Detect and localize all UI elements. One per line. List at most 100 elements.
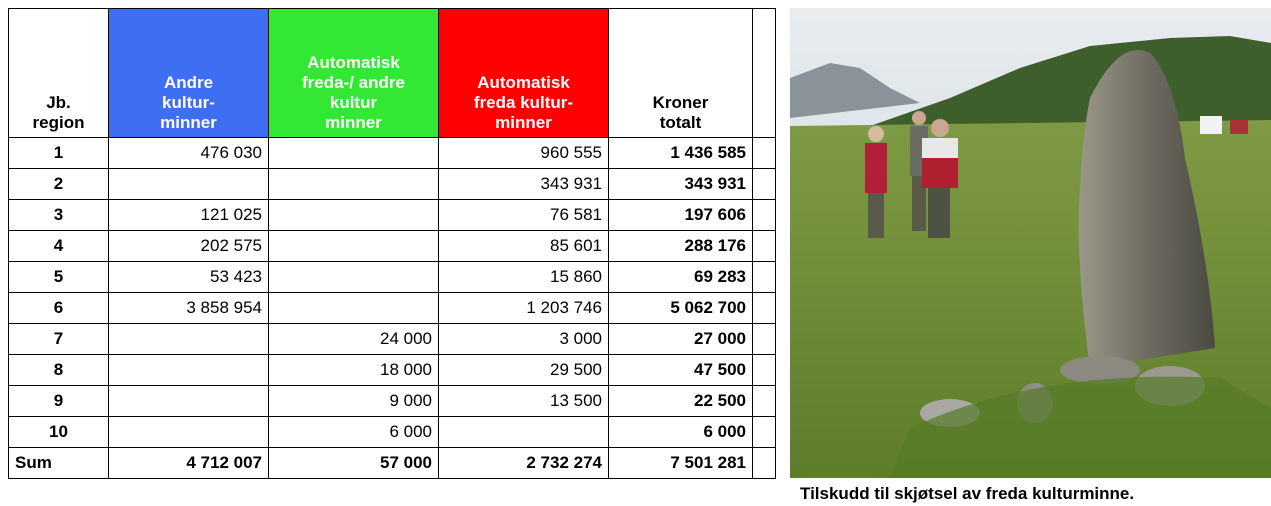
table-cell: 53 423	[109, 262, 269, 293]
table-cell: 24 000	[269, 324, 439, 355]
table-cell: 202 575	[109, 231, 269, 262]
header-line: Andre	[115, 73, 262, 93]
header-line: Automatisk	[445, 73, 602, 93]
table-cell: 7 501 281	[609, 448, 753, 479]
table-cell: 13 500	[439, 386, 609, 417]
table-cell: 76 581	[439, 200, 609, 231]
table-cell	[269, 262, 439, 293]
spacer-cell	[753, 138, 776, 169]
table-cell: 6 000	[609, 417, 753, 448]
spacer-cell	[753, 9, 776, 138]
spacer-cell	[753, 262, 776, 293]
table-cell	[269, 138, 439, 169]
header-line: minner	[115, 113, 262, 133]
header-line: totalt	[615, 113, 746, 133]
spacer-cell	[753, 417, 776, 448]
table-cell: 4 712 007	[109, 448, 269, 479]
spacer-cell	[753, 169, 776, 200]
header-line: minner	[275, 113, 432, 133]
table-cell: 5	[9, 262, 109, 293]
header-line: kultur	[275, 93, 432, 113]
table-cell	[269, 293, 439, 324]
photo	[790, 8, 1271, 478]
header-cell: Jb.region	[9, 9, 109, 138]
table-cell: 6	[9, 293, 109, 324]
page: Jb.regionAndrekultur-minnerAutomatiskfre…	[0, 0, 1271, 506]
table-cell: 3 000	[439, 324, 609, 355]
table-cell: 1	[9, 138, 109, 169]
header-line: Kroner	[615, 93, 746, 113]
table-cell	[269, 169, 439, 200]
spacer-cell	[753, 293, 776, 324]
table-cell: 3 858 954	[109, 293, 269, 324]
spacer-cell	[753, 324, 776, 355]
header-line: region	[15, 113, 102, 133]
table-cell: 9 000	[269, 386, 439, 417]
table-cell	[109, 417, 269, 448]
photo-caption: Tilskudd til skjøtsel av freda kulturmin…	[800, 484, 1134, 504]
table-cell: 18 000	[269, 355, 439, 386]
table-cell: 15 860	[439, 262, 609, 293]
spacer-cell	[753, 448, 776, 479]
table-cell	[109, 324, 269, 355]
table-cell	[109, 169, 269, 200]
header-line: Automatisk	[275, 53, 432, 73]
table-cell: 57 000	[269, 448, 439, 479]
table-cell	[269, 200, 439, 231]
table-cell: 2 732 274	[439, 448, 609, 479]
table-cell: 69 283	[609, 262, 753, 293]
table-cell: 29 500	[439, 355, 609, 386]
table-row: 10 6 000 6 000	[9, 417, 776, 448]
table-cell	[269, 231, 439, 262]
table-cell	[109, 355, 269, 386]
spacer-cell	[753, 355, 776, 386]
table-cell: 343 931	[609, 169, 753, 200]
table-cell: 121 025	[109, 200, 269, 231]
table-cell: 7	[9, 324, 109, 355]
table-cell	[109, 386, 269, 417]
table-cell: 27 000	[609, 324, 753, 355]
spacer-cell	[753, 386, 776, 417]
table-cell: 3	[9, 200, 109, 231]
table-cell: 9	[9, 386, 109, 417]
header-line: minner	[445, 113, 602, 133]
table-cell: 47 500	[609, 355, 753, 386]
table-cell: 85 601	[439, 231, 609, 262]
table-cell: 343 931	[439, 169, 609, 200]
table-cell: 288 176	[609, 231, 753, 262]
table-cell: 4	[9, 231, 109, 262]
table-cell: 960 555	[439, 138, 609, 169]
header-line: freda kultur-	[445, 93, 602, 113]
header-line: kultur-	[115, 93, 262, 113]
table-cell: 8	[9, 355, 109, 386]
spacer-cell	[753, 200, 776, 231]
table-cell: 1 436 585	[609, 138, 753, 169]
table-cell: 10	[9, 417, 109, 448]
table-cell: 197 606	[609, 200, 753, 231]
table-cell: 1 203 746	[439, 293, 609, 324]
table-cell: 6 000	[269, 417, 439, 448]
table-cell	[439, 417, 609, 448]
table-cell: Sum	[9, 448, 109, 479]
header-line: freda-/ andre	[275, 73, 432, 93]
table-cell: 476 030	[109, 138, 269, 169]
table-cell: 5 062 700	[609, 293, 753, 324]
table-cell: 22 500	[609, 386, 753, 417]
header-line: Jb.	[15, 93, 102, 113]
